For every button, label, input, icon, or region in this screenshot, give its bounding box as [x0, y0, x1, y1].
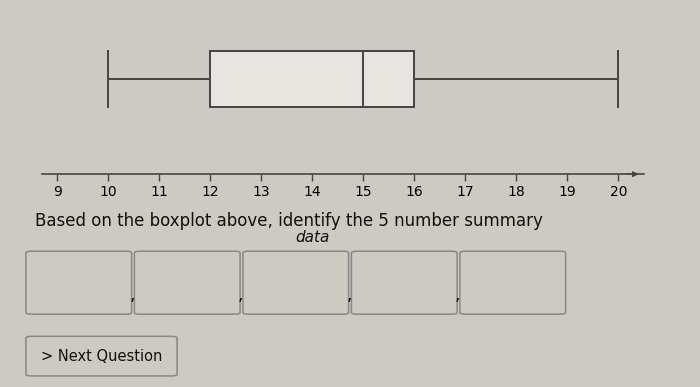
FancyBboxPatch shape — [134, 251, 240, 314]
FancyBboxPatch shape — [243, 251, 349, 314]
Text: data: data — [295, 230, 330, 245]
Text: Based on the boxplot above, identify the 5 number summary: Based on the boxplot above, identify the… — [35, 212, 543, 231]
Text: ,: , — [346, 286, 352, 304]
FancyBboxPatch shape — [351, 251, 457, 314]
FancyBboxPatch shape — [26, 336, 177, 376]
Text: ,: , — [130, 286, 135, 304]
FancyBboxPatch shape — [460, 251, 566, 314]
FancyBboxPatch shape — [26, 251, 132, 314]
Text: ,: , — [238, 286, 244, 304]
Bar — [211, 51, 414, 106]
Text: ,: , — [455, 286, 461, 304]
Text: > Next Question: > Next Question — [41, 349, 162, 364]
